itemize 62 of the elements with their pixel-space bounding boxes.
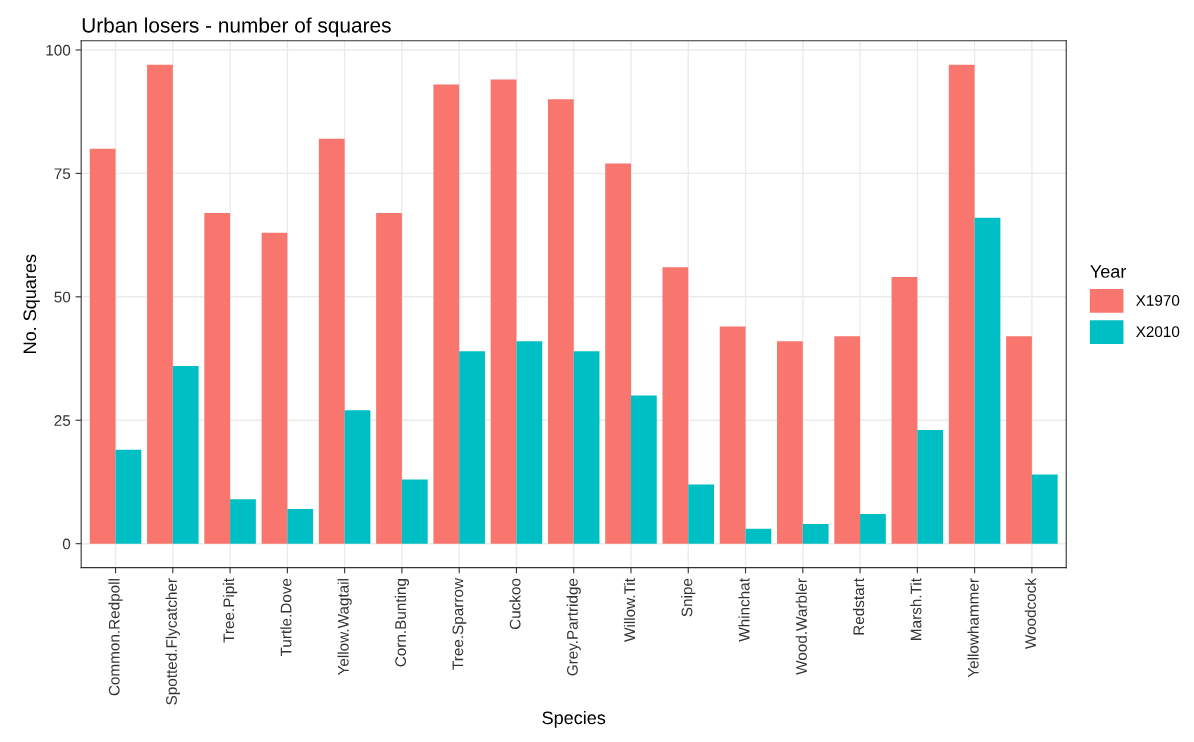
bar [516,341,543,544]
y-axis-title: No. Squares [23,254,40,353]
bar [172,365,199,544]
x-tick-label: Snipe [681,578,696,617]
bar [376,212,402,544]
bar [974,217,1001,544]
bar [891,277,918,544]
bar [777,341,803,544]
x-tick-label: Redstart [852,578,865,635]
x-tick-label: Common.Redpoll [108,579,123,696]
bar [917,430,944,544]
bar [802,523,829,544]
bar [834,336,861,544]
bar [547,99,574,544]
legend-label: X2010 [1136,326,1180,338]
x-tick-label: Willow.Tit [623,578,636,642]
bar [745,528,772,544]
chart-title: Urban losers - number of squares [82,17,391,37]
bar [147,64,173,544]
x-tick-label: Wood.Warbler [795,578,807,675]
bar [204,212,231,544]
x-tick-label: Corn.Bunting [394,579,410,667]
y-tick-label: 25 [54,415,71,426]
x-tick-label: Grey.Partridge [566,578,581,676]
x-tick-label: Yellow.Wagtail [337,579,352,676]
x-tick-label: Spotted.Flycatcher [165,578,180,705]
bar [89,148,116,544]
y-tick-label: 75 [54,168,71,180]
bar [459,351,485,544]
x-tick-label: Turtle.Dove [280,578,292,657]
bar [230,499,256,544]
x-tick-label: Whinchat [738,578,750,642]
bar [261,232,288,544]
legend-title: Year [1090,265,1127,278]
bar [860,514,886,544]
bar [605,163,631,544]
bar [490,79,517,544]
bar [318,138,345,544]
bar [662,267,689,544]
x-tick-label: Tree.Pipit [222,578,238,643]
bar [433,84,460,544]
y-tick-label: 50 [54,291,71,303]
bar [1006,336,1032,544]
bar [573,351,600,544]
y-tick-label: 0 [62,538,71,550]
bar [688,484,715,544]
bar [401,479,428,544]
bar [719,326,746,544]
x-tick-label: Marsh.Tit [910,578,922,640]
bar [948,64,975,544]
bar [115,449,142,544]
y-tick-label: 100 [46,44,71,56]
x-axis-title: Species [542,710,606,728]
legend-label: X1970 [1136,295,1180,306]
x-tick-label: Tree.Sparrow [452,578,467,670]
bar [1031,474,1058,544]
bar [344,410,371,544]
x-tick-label: Yellowhammer [967,578,979,678]
bar [287,509,314,544]
x-tick-label: Cuckoo [509,578,521,630]
bar [630,395,657,544]
x-tick-label: Woodcock [1024,578,1036,650]
